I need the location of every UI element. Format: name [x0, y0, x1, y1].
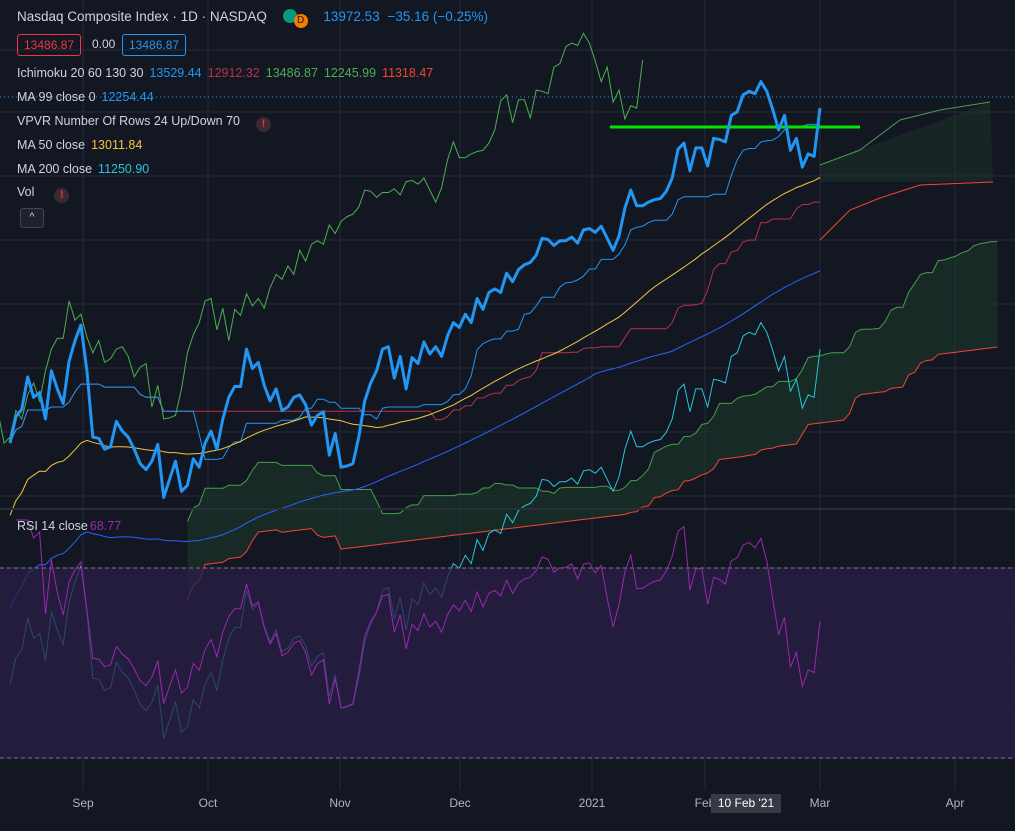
ichimoku-conversion-value: 13529.44 [149, 66, 202, 80]
rsi-band [0, 568, 1015, 758]
ichimoku-base-value: 12912.32 [207, 66, 260, 80]
rsi-guides [0, 567, 1015, 759]
delay-badge[interactable]: D [293, 14, 308, 28]
ma200-value: 11250.90 [98, 162, 150, 176]
collapse-legend-button[interactable]: ^ [20, 208, 44, 228]
pane-divider[interactable] [0, 508, 1015, 510]
x-axis-label: Oct [199, 796, 218, 810]
rsi-line [15, 519, 821, 709]
market-status-icon[interactable] [282, 9, 297, 23]
ma50-label: MA 50 close [17, 138, 86, 152]
buy-price-box[interactable]: 13486.87 [122, 34, 187, 56]
vol-legend[interactable]: Vol! [17, 185, 75, 203]
last-price: 13972.53 [323, 9, 380, 24]
symbol-title[interactable]: Nasdaq Composite Index · 1D · NASDAQ [17, 9, 267, 24]
ma99-label: MA 99 close 0 [17, 90, 96, 104]
vpvr-label: VPVR Number Of Rows 24 Up/Down 70 [17, 114, 241, 128]
ma50-legend[interactable]: MA 50 close 13011.84 [17, 138, 148, 152]
ma99-legend[interactable]: MA 99 close 0 12254.44 [17, 90, 160, 104]
x-axis-label: Sep [72, 796, 94, 810]
ichimoku-projected-cloud [820, 102, 993, 182]
price-change: −35.16 (−0.25%) [387, 9, 489, 24]
span-a-projection [819, 101, 991, 166]
ichimoku-lagging-value: 13486.87 [265, 66, 318, 80]
rsi-value: 68.77 [89, 519, 122, 533]
ma200-legend[interactable]: MA 200 close 11250.90 [17, 162, 155, 176]
ma99-line [9, 270, 821, 611]
ichimoku-span-a-value: 12245.99 [323, 66, 377, 80]
ichimoku-span-b-value: 11318.47 [382, 66, 434, 80]
rsi-legend[interactable]: RSI 14 close 68.77 [17, 519, 127, 533]
symbol-header: Nasdaq Composite Index · 1D · NASDAQ D 1… [17, 9, 488, 28]
price-line [8, 80, 822, 499]
ma200-label: MA 200 close [17, 162, 93, 176]
sell-price-box[interactable]: 13486.87 [17, 34, 82, 56]
vpvr-legend[interactable]: VPVR Number Of Rows 24 Up/Down 70! [17, 114, 277, 132]
crosshair-date-label: 10 Feb '21 [711, 794, 781, 813]
spread-value: 0.00 [92, 37, 116, 51]
rsi-label: RSI 14 close [17, 519, 88, 533]
x-axis-label: 2021 [579, 796, 606, 810]
ichimoku-lagging-line [0, 32, 644, 445]
ma99-value: 12254.44 [101, 90, 154, 104]
ichimoku-conversion-line [9, 123, 820, 460]
ma50-value: 13011.84 [91, 138, 143, 152]
ma50-line [9, 177, 821, 516]
x-axis-label: Feb [695, 796, 716, 810]
span-b-line [186, 346, 998, 600]
vpvr-warning-icon[interactable]: ! [256, 117, 272, 132]
x-axis-label: Mar [810, 796, 831, 810]
x-axis-label: Apr [946, 796, 965, 810]
x-axis-labels: Sep Oct Nov Dec 2021 Feb Mar Apr [72, 796, 964, 810]
x-axis-label: Nov [329, 796, 350, 810]
vol-label: Vol [17, 185, 35, 199]
span-a-line [186, 241, 998, 522]
ichimoku-label: Ichimoku 20 60 130 30 [17, 66, 144, 80]
span-b-projection [819, 181, 994, 241]
vol-warning-icon[interactable]: ! [54, 188, 70, 203]
ichimoku-legend[interactable]: Ichimoku 20 60 130 30 13529.44 12912.32 134… [17, 66, 439, 80]
chevron-up-icon: ^ [29, 211, 35, 223]
x-axis-label: Dec [449, 796, 470, 810]
